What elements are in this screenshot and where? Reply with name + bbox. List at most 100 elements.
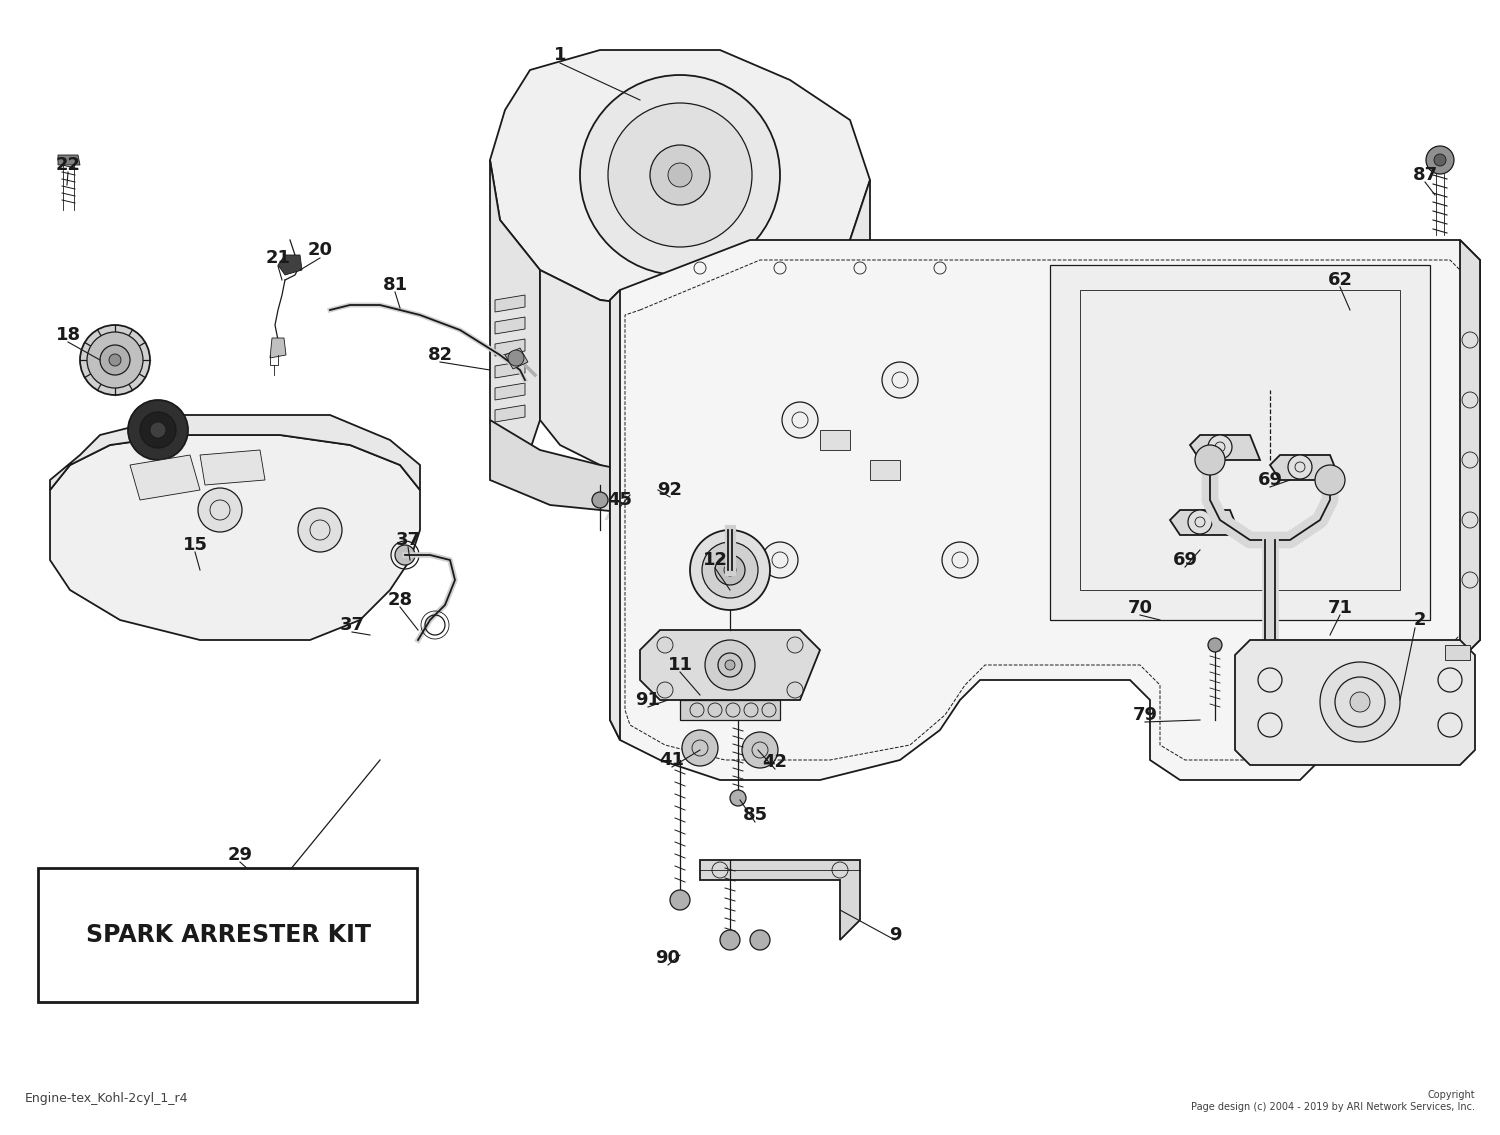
Text: 81: 81 bbox=[382, 276, 408, 294]
Circle shape bbox=[670, 890, 690, 910]
Polygon shape bbox=[780, 310, 800, 390]
Polygon shape bbox=[770, 350, 880, 440]
Polygon shape bbox=[1444, 645, 1470, 659]
Polygon shape bbox=[640, 630, 821, 700]
Text: 12: 12 bbox=[702, 550, 727, 569]
Polygon shape bbox=[610, 291, 620, 740]
Polygon shape bbox=[490, 380, 870, 515]
Polygon shape bbox=[495, 382, 525, 400]
Circle shape bbox=[1434, 154, 1446, 166]
Text: 1: 1 bbox=[554, 47, 567, 64]
Circle shape bbox=[720, 930, 740, 950]
Circle shape bbox=[762, 543, 798, 578]
Text: 70: 70 bbox=[1128, 599, 1152, 617]
Circle shape bbox=[724, 564, 736, 575]
Text: 82: 82 bbox=[427, 346, 453, 364]
Polygon shape bbox=[1170, 510, 1240, 535]
Polygon shape bbox=[680, 700, 780, 720]
Circle shape bbox=[1316, 465, 1346, 495]
Polygon shape bbox=[540, 180, 870, 485]
Circle shape bbox=[100, 345, 130, 375]
Polygon shape bbox=[680, 310, 700, 390]
Circle shape bbox=[682, 730, 718, 766]
Circle shape bbox=[509, 350, 524, 365]
Circle shape bbox=[750, 930, 770, 950]
Circle shape bbox=[110, 354, 122, 365]
Polygon shape bbox=[495, 405, 525, 422]
Text: 69: 69 bbox=[1257, 471, 1282, 489]
Polygon shape bbox=[58, 155, 80, 165]
Polygon shape bbox=[495, 361, 525, 378]
Polygon shape bbox=[610, 239, 1480, 780]
Text: 22: 22 bbox=[56, 155, 81, 174]
Circle shape bbox=[87, 333, 142, 388]
Text: 71: 71 bbox=[1328, 599, 1353, 617]
Text: 62: 62 bbox=[1328, 271, 1353, 289]
Circle shape bbox=[648, 503, 662, 518]
Circle shape bbox=[742, 732, 778, 768]
Text: 90: 90 bbox=[656, 949, 681, 967]
Polygon shape bbox=[705, 310, 724, 390]
Circle shape bbox=[615, 495, 626, 505]
Circle shape bbox=[298, 508, 342, 552]
Circle shape bbox=[1320, 662, 1400, 742]
Text: 18: 18 bbox=[56, 326, 81, 344]
Polygon shape bbox=[495, 295, 525, 312]
Polygon shape bbox=[700, 860, 859, 940]
Text: 28: 28 bbox=[387, 591, 412, 609]
Text: 15: 15 bbox=[183, 536, 207, 554]
Circle shape bbox=[1208, 638, 1222, 651]
Circle shape bbox=[690, 530, 770, 609]
Text: 42: 42 bbox=[762, 753, 788, 771]
Circle shape bbox=[1288, 455, 1312, 479]
Text: SPARK ARRESTER KIT: SPARK ARRESTER KIT bbox=[86, 923, 370, 947]
FancyBboxPatch shape bbox=[38, 868, 417, 1002]
Circle shape bbox=[657, 682, 674, 698]
Circle shape bbox=[1208, 435, 1231, 459]
Circle shape bbox=[1196, 445, 1225, 476]
Polygon shape bbox=[1234, 640, 1474, 765]
Text: 9: 9 bbox=[888, 926, 902, 944]
Text: 69: 69 bbox=[1173, 550, 1197, 569]
Circle shape bbox=[724, 659, 735, 670]
Polygon shape bbox=[270, 338, 286, 358]
Polygon shape bbox=[130, 455, 200, 501]
Text: ARI PartStream™: ARI PartStream™ bbox=[606, 494, 894, 527]
Circle shape bbox=[882, 362, 918, 398]
Circle shape bbox=[788, 682, 802, 698]
Text: 87: 87 bbox=[1413, 166, 1437, 184]
Polygon shape bbox=[495, 317, 525, 334]
Polygon shape bbox=[1460, 239, 1480, 659]
Text: 21: 21 bbox=[266, 249, 291, 267]
Polygon shape bbox=[490, 160, 540, 460]
Circle shape bbox=[754, 385, 776, 405]
Polygon shape bbox=[1270, 455, 1340, 480]
Circle shape bbox=[730, 790, 746, 806]
Text: 37: 37 bbox=[339, 616, 364, 634]
Circle shape bbox=[80, 325, 150, 395]
Circle shape bbox=[788, 637, 802, 653]
Text: Copyright
Page design (c) 2004 - 2019 by ARI Network Services, Inc.: Copyright Page design (c) 2004 - 2019 by… bbox=[1191, 1091, 1474, 1112]
Polygon shape bbox=[490, 50, 870, 310]
Circle shape bbox=[716, 555, 746, 585]
Circle shape bbox=[705, 640, 754, 690]
Polygon shape bbox=[50, 435, 420, 640]
Circle shape bbox=[150, 422, 166, 438]
Text: 29: 29 bbox=[228, 846, 252, 864]
Polygon shape bbox=[1190, 435, 1260, 460]
Text: 2: 2 bbox=[1413, 611, 1426, 629]
Circle shape bbox=[668, 163, 692, 187]
Circle shape bbox=[702, 543, 758, 598]
Circle shape bbox=[580, 75, 780, 275]
Text: 45: 45 bbox=[608, 491, 633, 508]
Text: 41: 41 bbox=[660, 751, 684, 770]
Polygon shape bbox=[506, 348, 528, 369]
Circle shape bbox=[1188, 510, 1212, 533]
Circle shape bbox=[942, 543, 978, 578]
Polygon shape bbox=[278, 255, 302, 275]
Polygon shape bbox=[1050, 264, 1430, 620]
Text: 92: 92 bbox=[657, 481, 682, 499]
Text: 79: 79 bbox=[1132, 706, 1158, 724]
Polygon shape bbox=[495, 339, 525, 356]
Text: 11: 11 bbox=[668, 656, 693, 674]
